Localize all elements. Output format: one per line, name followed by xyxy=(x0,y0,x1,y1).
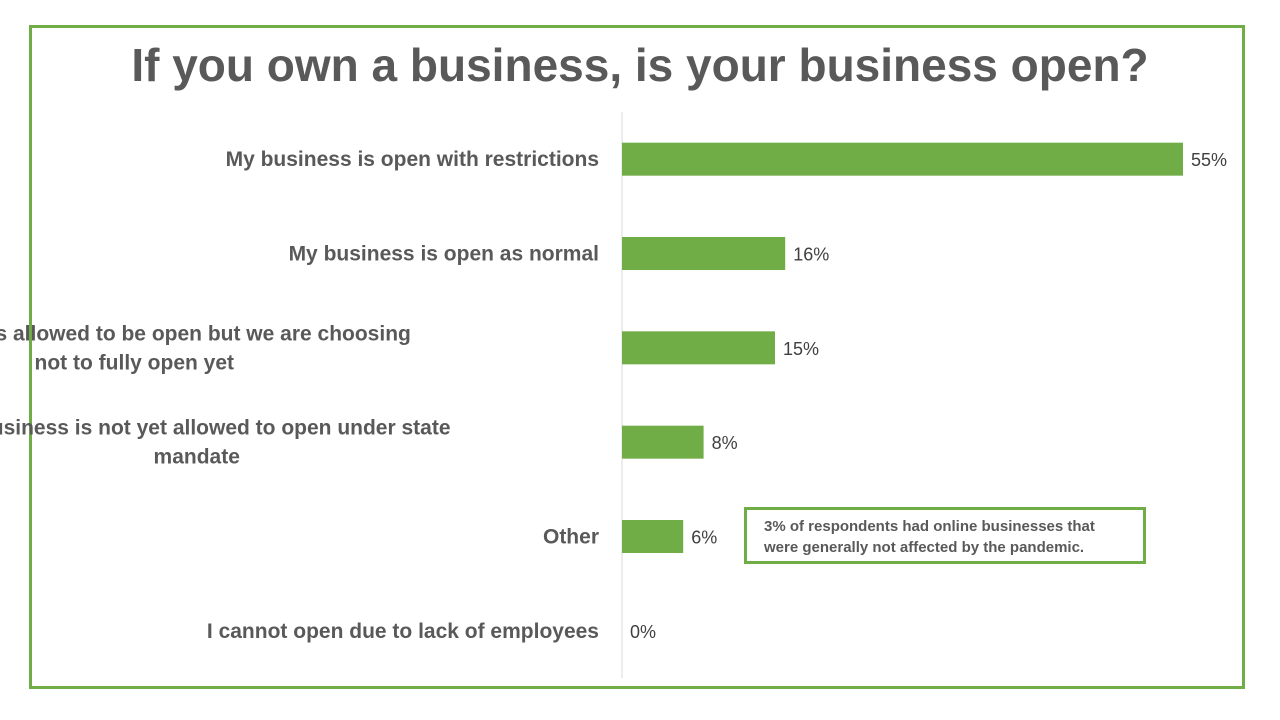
value-label: 0% xyxy=(630,622,656,642)
category-label: My business is open with restrictions xyxy=(226,148,599,171)
category-label: My business is open as normal xyxy=(289,243,599,266)
bars xyxy=(622,142,1183,553)
value-labels: 55% 16% 15% 8% 6% 0% xyxy=(630,150,1227,642)
category-label: My business is not yet allowed to open u… xyxy=(0,417,451,469)
value-label: 55% xyxy=(1191,150,1227,170)
value-label: 16% xyxy=(793,245,829,265)
annotation-note: 3% of respondents had online businesses … xyxy=(744,507,1146,564)
value-label: 6% xyxy=(691,528,717,548)
value-label: 15% xyxy=(783,339,819,359)
value-label: 8% xyxy=(712,433,738,453)
bar xyxy=(622,520,684,553)
chart-title: If you own a business, is your business … xyxy=(131,39,1149,91)
bar xyxy=(622,237,786,270)
bar xyxy=(622,142,1183,176)
category-label: My business is allowed to be open but we… xyxy=(0,322,411,374)
bar xyxy=(622,425,704,459)
chart-frame xyxy=(29,25,1245,689)
category-label: I cannot open due to lack of employees xyxy=(207,620,599,643)
category-label: Other xyxy=(543,526,599,549)
category-labels: My business is open with restrictions My … xyxy=(0,148,599,643)
bar xyxy=(622,331,775,365)
